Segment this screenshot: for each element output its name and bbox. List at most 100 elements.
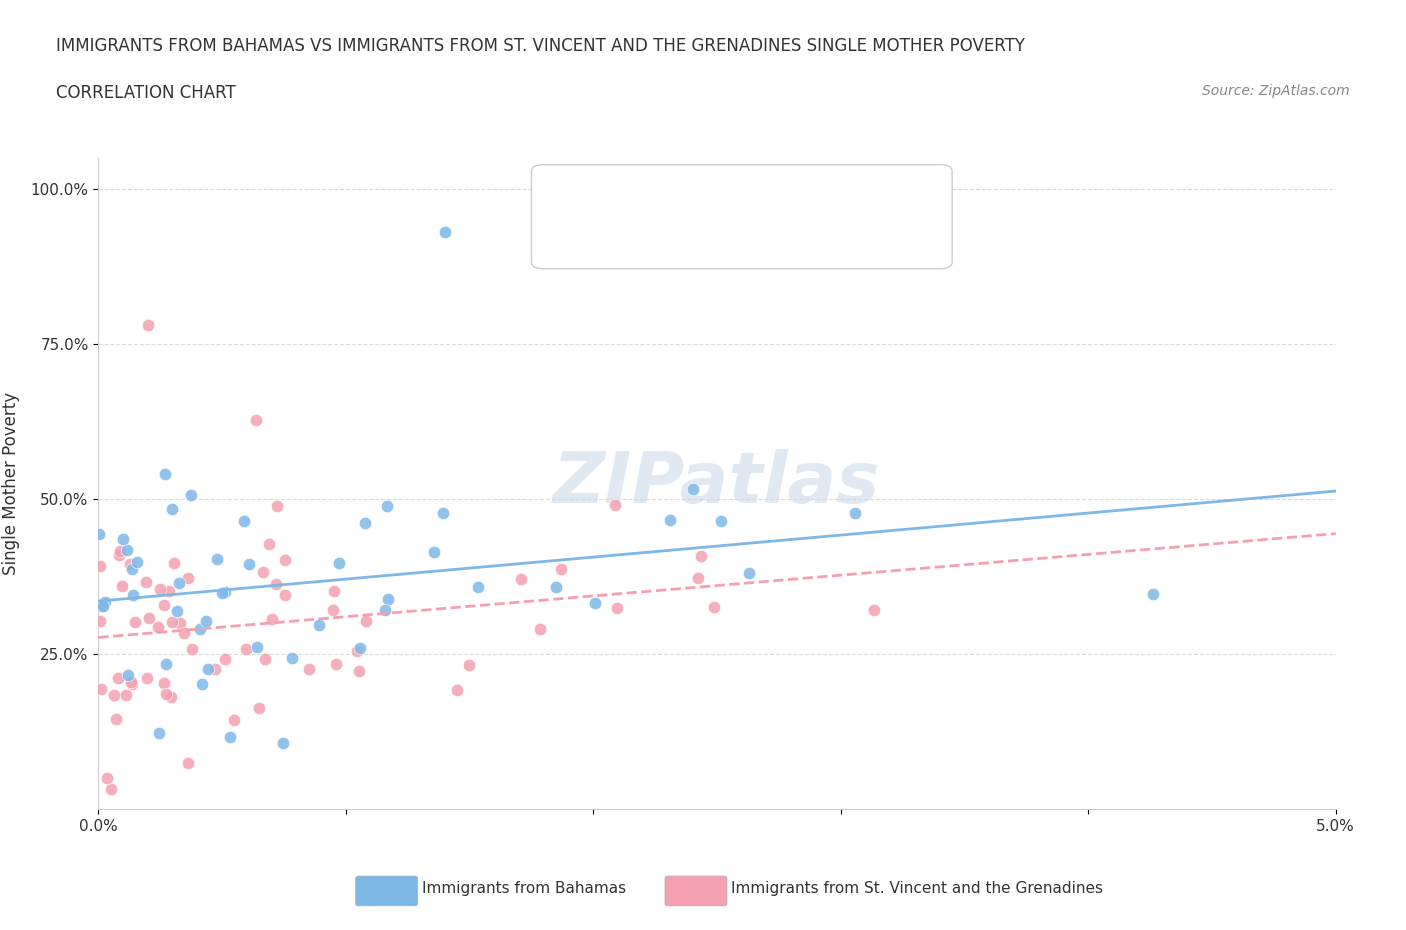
Point (148, 725, 170, 740)
Point (1142, 586, 1164, 601)
Point (446, 683, 468, 698)
Point (111, 579, 134, 594)
Point (155, 686, 177, 701)
Point (107, 548, 129, 563)
Point (224, 712, 246, 727)
Point (254, 651, 277, 666)
Point (844, 506, 866, 521)
Point (686, 570, 709, 585)
Point (160, 502, 183, 517)
Point (458, 658, 481, 672)
Text: ZIPatlas: ZIPatlas (554, 449, 880, 518)
Point (274, 553, 297, 568)
Point (328, 556, 350, 571)
Point (433, 225, 456, 240)
Point (197, 661, 219, 676)
Point (160, 689, 183, 704)
Point (246, 640, 269, 655)
Point (260, 612, 283, 627)
Point (432, 505, 454, 520)
Point (605, 498, 627, 512)
Text: Source: ZipAtlas.com: Source: ZipAtlas.com (1202, 84, 1350, 98)
Point (157, 584, 180, 599)
Point (682, 481, 704, 496)
Point (87, 526, 110, 541)
Point (325, 657, 347, 671)
Point (124, 615, 146, 630)
Point (583, 595, 606, 610)
Point (122, 587, 145, 602)
Point (264, 577, 287, 591)
Point (257, 537, 280, 551)
Y-axis label: Single Mother Poverty: Single Mother Poverty (1, 392, 20, 575)
Point (136, 318, 159, 333)
Legend: R = 0.284    N = 49, R = 0.201    N = 66: R = 0.284 N = 49, R = 0.201 N = 66 (637, 173, 846, 231)
Point (115, 543, 138, 558)
Point (214, 652, 236, 667)
Point (738, 566, 761, 581)
Point (118, 557, 141, 572)
Point (120, 674, 142, 689)
Text: CORRELATION CHART: CORRELATION CHART (56, 84, 236, 101)
Point (100, 782, 122, 797)
Point (271, 736, 294, 751)
Point (238, 557, 260, 572)
Point (195, 613, 218, 628)
Point (233, 514, 256, 529)
Point (658, 512, 681, 527)
Point (298, 662, 321, 677)
Point (308, 618, 330, 632)
Point (90, 598, 112, 613)
Point (163, 556, 186, 571)
Point (354, 614, 377, 629)
Point (115, 687, 138, 702)
Point (117, 668, 139, 683)
Point (274, 588, 297, 603)
Point (180, 487, 202, 502)
Point (160, 615, 183, 630)
Text: IMMIGRANTS FROM BAHAMAS VS IMMIGRANTS FROM ST. VINCENT AND THE GRENADINES SINGLE: IMMIGRANTS FROM BAHAMAS VS IMMIGRANTS FR… (56, 37, 1025, 55)
Point (550, 562, 572, 577)
Point (136, 671, 159, 685)
Point (166, 604, 188, 618)
Point (190, 676, 212, 691)
Point (606, 601, 628, 616)
Point (108, 544, 131, 559)
Point (544, 579, 567, 594)
Point (510, 572, 533, 587)
Point (467, 579, 489, 594)
Point (235, 642, 257, 657)
Point (138, 611, 160, 626)
Point (375, 498, 398, 513)
Point (322, 603, 344, 618)
Point (349, 641, 371, 656)
Point (204, 661, 226, 676)
Point (347, 664, 370, 679)
Point (703, 599, 725, 614)
Point (245, 412, 267, 427)
Point (91, 599, 114, 614)
Point (149, 581, 172, 596)
Point (710, 514, 733, 529)
Point (104, 711, 127, 726)
Point (422, 544, 444, 559)
Point (153, 598, 176, 613)
Point (219, 730, 242, 745)
Point (167, 576, 190, 591)
Point (121, 676, 143, 691)
Point (107, 671, 129, 685)
Point (155, 657, 177, 671)
Point (176, 570, 198, 585)
Point (252, 565, 274, 579)
Point (111, 531, 134, 546)
Point (169, 616, 191, 631)
Point (103, 688, 125, 703)
Point (281, 651, 304, 666)
Point (374, 602, 396, 617)
Point (89, 558, 111, 573)
Point (89, 613, 111, 628)
Point (346, 644, 368, 658)
Point (153, 676, 176, 691)
Point (181, 642, 204, 657)
Point (90, 682, 112, 697)
